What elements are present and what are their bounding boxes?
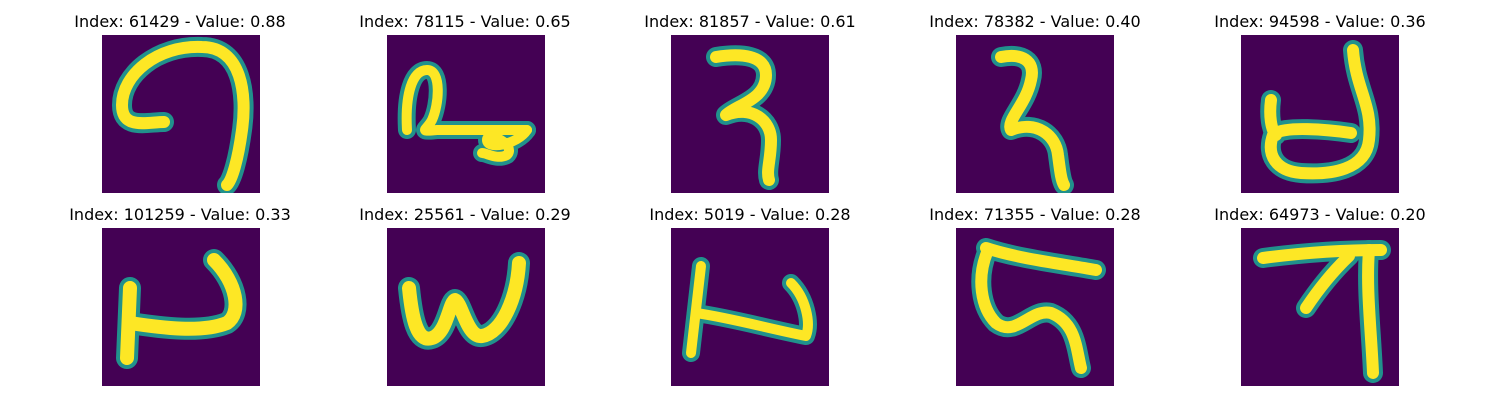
glyph-image: [1241, 35, 1399, 193]
glyph-image: [387, 228, 545, 386]
panel-title: Index: 101259 - Value: 0.33: [69, 205, 291, 224]
glyph-image: [102, 35, 260, 193]
glyph-image: [671, 35, 829, 193]
glyph-image: [387, 35, 545, 193]
panel-title: Index: 61429 - Value: 0.88: [74, 12, 286, 31]
panel-title: Index: 78115 - Value: 0.65: [359, 12, 571, 31]
panel-title: Index: 78382 - Value: 0.40: [929, 12, 1141, 31]
panel-title: Index: 81857 - Value: 0.61: [644, 12, 856, 31]
panel-title: Index: 25561 - Value: 0.29: [359, 205, 571, 224]
panel-title: Index: 71355 - Value: 0.28: [929, 205, 1141, 224]
glyph-image: [671, 228, 829, 386]
glyph-image: [956, 35, 1114, 193]
panel-title: Index: 64973 - Value: 0.20: [1214, 205, 1426, 224]
glyph-image: [956, 228, 1114, 386]
glyph-image: [102, 228, 260, 386]
panel-title: Index: 94598 - Value: 0.36: [1214, 12, 1426, 31]
glyph-image: [1241, 228, 1399, 386]
panel-title: Index: 5019 - Value: 0.28: [649, 205, 851, 224]
